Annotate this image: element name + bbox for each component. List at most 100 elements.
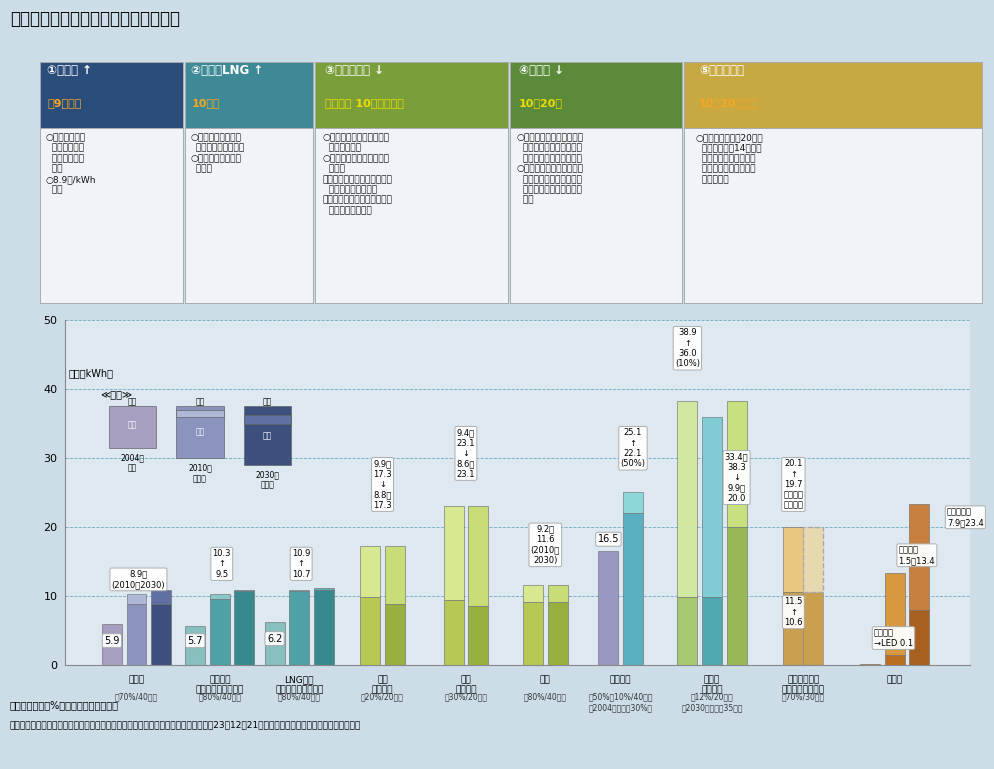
Bar [727, 401, 746, 527]
Bar [126, 604, 146, 665]
Text: LNG火力
（新政策シナリオ）: LNG火力 （新政策シナリオ） [275, 675, 323, 694]
Bar [598, 551, 618, 665]
Bar [185, 626, 205, 665]
Bar [360, 546, 380, 597]
Text: 下限: 下限 [128, 421, 137, 429]
Bar [244, 415, 291, 424]
Text: ○電気代（家庭：20円、
  業務・産業：14円）の
  節約分を考慮すると、
  需要側にとってさらに
  魅力あり。: ○電気代（家庭：20円、 業務・産業：14円）の 節約分を考慮すると、 需要側に… [696, 133, 763, 184]
Text: ③風力・地熱 ↓: ③風力・地熱 ↓ [325, 64, 384, 77]
Bar [803, 592, 823, 665]
Text: 冷蔵庫：
1.5～13.4: 冷蔵庫： 1.5～13.4 [899, 545, 935, 565]
Bar [360, 597, 380, 665]
Bar [468, 606, 488, 665]
Text: 20.1
↑
19.7
（熱価値
控除前）: 20.1 ↑ 19.7 （熱価値 控除前） [783, 459, 803, 510]
Bar [385, 546, 405, 604]
Bar [235, 591, 254, 665]
Text: 下限: 下限 [196, 428, 205, 437]
Text: 38.9
↑
36.0
(10%): 38.9 ↑ 36.0 (10%) [675, 328, 700, 368]
Bar [468, 505, 488, 606]
Bar [702, 597, 722, 665]
Text: 8.9～
(2010＝2030): 8.9～ (2010＝2030) [111, 570, 165, 589]
Text: 原子力: 原子力 [128, 675, 144, 684]
Text: 地熱: 地熱 [540, 675, 551, 684]
Bar [727, 527, 746, 665]
Text: 25.1
↑
22.1
(50%): 25.1 ↑ 22.1 (50%) [620, 428, 645, 468]
Bar [176, 406, 224, 458]
Text: 上限: 上限 [262, 398, 272, 406]
Text: 2010年
モデル: 2010年 モデル [188, 464, 212, 483]
Bar [885, 573, 905, 654]
Text: 【12%/20年】
（2030モデルは35年）: 【12%/20年】 （2030モデルは35年） [681, 693, 743, 712]
Bar [235, 590, 254, 591]
Text: 10.9
↑
10.7: 10.9 ↑ 10.7 [292, 549, 310, 579]
Bar [678, 401, 698, 597]
Text: 5.7: 5.7 [188, 636, 203, 646]
Bar [289, 591, 309, 665]
Text: 【設備利用率（%）／稼働年数（年）】: 【設備利用率（%）／稼働年数（年）】 [10, 700, 119, 710]
Bar [523, 601, 543, 665]
Text: 33.4～
38.3
↓
9.9～
20.0: 33.4～ 38.3 ↓ 9.9～ 20.0 [725, 452, 748, 503]
Bar [523, 585, 543, 601]
Text: 【80%/40年】: 【80%/40年】 [524, 693, 567, 701]
Bar [126, 594, 146, 604]
Bar [910, 611, 929, 665]
Bar [264, 622, 284, 665]
Bar [443, 505, 463, 600]
Text: 白熱電球
→LED 0.1: 白熱電球 →LED 0.1 [874, 628, 913, 647]
Text: 石炭火力
（新政策シナリオ）: 石炭火力 （新政策シナリオ） [196, 675, 244, 694]
Bar [885, 654, 905, 665]
Text: 上限: 上限 [196, 398, 205, 406]
Text: 2030年
モデル: 2030年 モデル [255, 471, 279, 490]
Text: 10～20円程度: 10～20円程度 [699, 98, 756, 108]
Bar [151, 604, 171, 665]
Text: 【50%・10%/40年】
（2004年試算は30%）: 【50%・10%/40年】 （2004年試算は30%） [588, 693, 653, 712]
Text: 下限: 下限 [262, 431, 272, 440]
Bar [385, 604, 405, 665]
Text: 石油火力: 石油火力 [610, 675, 631, 684]
Text: ①原子力 ↑: ①原子力 ↑ [47, 64, 92, 77]
Bar [210, 594, 230, 600]
Bar [151, 590, 171, 604]
Text: 16.5: 16.5 [597, 534, 619, 544]
Bar [102, 624, 121, 665]
Text: 【20%/20年】: 【20%/20年】 [361, 693, 404, 701]
Bar [910, 504, 929, 611]
Text: 【70%/30年】: 【70%/30年】 [781, 693, 825, 701]
Bar [289, 590, 309, 591]
Bar [783, 592, 803, 665]
Bar [803, 527, 823, 592]
Bar [314, 590, 334, 665]
Text: 上限: 上限 [128, 398, 137, 406]
Text: 風力
（陸上）: 風力 （陸上） [372, 675, 394, 694]
Text: 2004年
試算: 2004年 試算 [120, 453, 144, 473]
Bar [548, 585, 568, 601]
Bar [678, 597, 698, 665]
Text: 省エネ: 省エネ [887, 675, 903, 684]
Bar [548, 601, 568, 665]
Text: 原子力発電以外の電源のコストの検証: 原子力発電以外の電源のコストの検証 [10, 10, 180, 28]
Text: ガスコジェネ
（熱価値控除後）: ガスコジェネ （熱価値控除後） [782, 675, 825, 694]
Text: 10.3
↑
9.5: 10.3 ↑ 9.5 [213, 549, 231, 579]
Bar [783, 527, 803, 592]
Text: 9.9～
17.3
↓
8.8～
17.3: 9.9～ 17.3 ↓ 8.8～ 17.3 [373, 459, 392, 510]
Text: 11.5
↑
10.6: 11.5 ↑ 10.6 [784, 598, 802, 627]
Bar [108, 406, 156, 448]
Text: 6.2: 6.2 [267, 634, 282, 644]
Text: 【80%/40年】: 【80%/40年】 [198, 693, 242, 701]
Text: 5.9: 5.9 [104, 636, 119, 646]
Bar [210, 600, 230, 665]
Text: 約9円以上: 約9円以上 [47, 98, 82, 108]
Text: 【30%/20年】: 【30%/20年】 [444, 693, 487, 701]
Text: ②石炭・LNG ↑: ②石炭・LNG ↑ [192, 64, 263, 77]
Bar [176, 410, 224, 417]
Text: 【80%/40年】: 【80%/40年】 [277, 693, 321, 701]
Text: 資料：「基本方針～エネルギー・環境戦略に関する選択肢の提示に向けて～」（平成23年12月21日エネルギー・環境会議）より環境省作成: 資料：「基本方針～エネルギー・環境戦略に関する選択肢の提示に向けて～」（平成23… [10, 720, 361, 729]
Bar [702, 417, 722, 597]
Bar [623, 512, 643, 665]
Text: ○技術改良による価格低減
  の可能性あり。石油火力
  と比較して競争力あり。
○大量導入には、発電しな
  い間の補助電源や蓄電池
  によるバックアップが: ○技術改良による価格低減 の可能性あり。石油火力 と比較して競争力あり。 ○大量… [517, 133, 583, 205]
Text: ○条件がよければ現状でも
  競争力あり。
○大量導入には下記の制約
  あり。
・風力は北海道・東北に偏在
  し、送電コスト増。
・地熱は自然公園内に偏在す: ○条件がよければ現状でも 競争力あり。 ○大量導入には下記の制約 あり。 ・風力… [323, 133, 393, 215]
Text: 10円台: 10円台 [192, 98, 220, 108]
Bar [443, 600, 463, 665]
Text: 10～20円: 10～20円 [519, 98, 563, 108]
Text: 風力
（洋上）: 風力 （洋上） [455, 675, 477, 694]
